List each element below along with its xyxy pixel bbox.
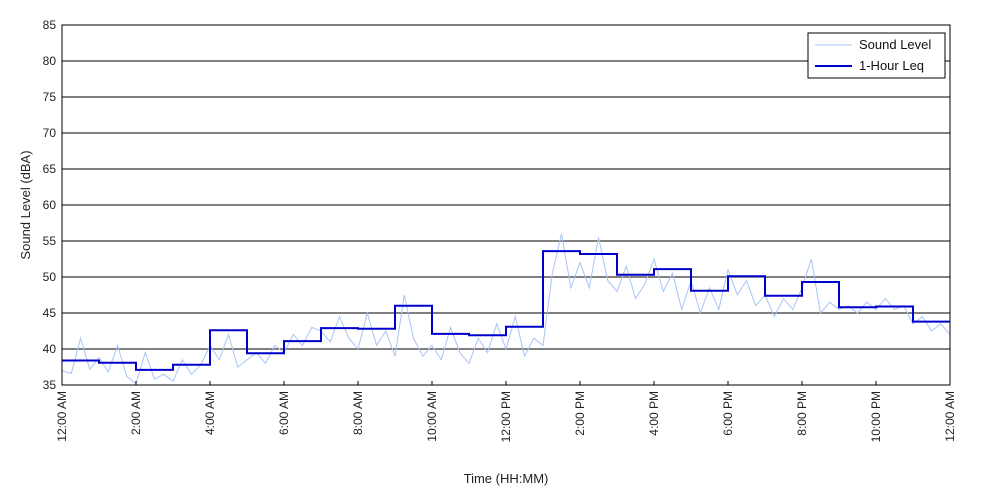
x-tick-label: 2:00 AM [129, 391, 143, 435]
y-tick-label: 45 [43, 306, 57, 320]
x-tick-label: 8:00 AM [351, 391, 365, 435]
legend-label-leq: 1-Hour Leq [859, 58, 924, 73]
y-tick-label: 70 [43, 126, 57, 140]
y-tick-label: 80 [43, 54, 57, 68]
y-tick-label: 60 [43, 198, 57, 212]
x-tick-label: 4:00 AM [203, 391, 217, 435]
y-tick-label: 85 [43, 18, 57, 32]
x-tick-label: 10:00 AM [425, 391, 439, 442]
x-axis-ticks: 12:00 AM 2:00 AM 4:00 AM 6:00 AM 8:00 AM 10:0… [55, 381, 957, 442]
x-tick-label: 8:00 PM [795, 391, 809, 436]
x-tick-label: 6:00 AM [277, 391, 291, 435]
x-tick-label: 10:00 PM [869, 391, 883, 442]
leq-series [62, 250, 950, 371]
y-tick-label: 35 [43, 378, 57, 392]
leq-step-line [62, 250, 950, 371]
y-tick-label: 50 [43, 270, 57, 284]
y-tick-label: 55 [43, 234, 57, 248]
x-tick-label: 12:00 AM [943, 391, 957, 442]
x-axis-title: Time (HH:MM) [464, 471, 549, 486]
x-tick-label: 12:00 AM [55, 391, 69, 442]
legend-label-sound-level: Sound Level [859, 37, 931, 52]
x-tick-label: 4:00 PM [647, 391, 661, 436]
x-tick-label: 6:00 PM [721, 391, 735, 436]
y-tick-label: 65 [43, 162, 57, 176]
x-tick-label: 12:00 PM [499, 391, 513, 442]
x-tick-label: 2:00 PM [573, 391, 587, 436]
legend-box [807, 32, 946, 79]
y-tick-label: 75 [43, 90, 57, 104]
y-tick-label: 40 [43, 342, 57, 356]
y-axis-ticks: 35 40 45 50 55 60 65 70 75 80 85 [43, 18, 57, 392]
y-axis-title: Sound Level (dBA) [18, 150, 33, 259]
legend: Sound Level 1-Hour Leq [807, 32, 946, 79]
